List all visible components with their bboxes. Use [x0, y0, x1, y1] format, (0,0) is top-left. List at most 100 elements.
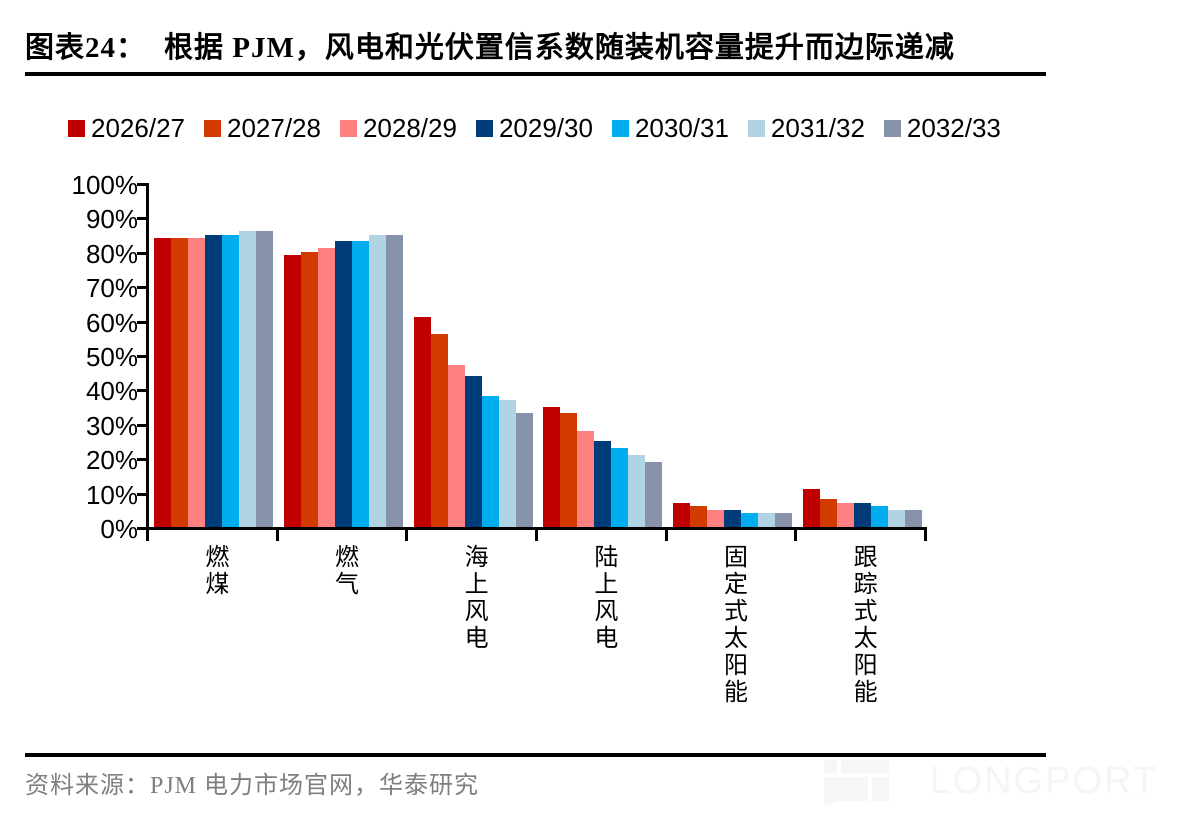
legend-label: 2030/31: [634, 113, 729, 143]
legend-swatch: [611, 119, 629, 137]
legend: 2026/27 2027/28 2028/29 2029/30 2030/31 2031/…: [68, 113, 1001, 143]
bar-燃气-2030-31: [352, 241, 369, 527]
bar-海上风电-2029-30: [464, 375, 482, 527]
legend-swatch: [747, 119, 765, 137]
bar-跟踪式太阳能-2028-29: [836, 502, 854, 527]
legend-item-2032-33: 2032/33: [883, 113, 1001, 143]
footer-divider: [25, 753, 1046, 757]
bar-海上风电-2031-32: [498, 399, 516, 527]
x-tick: [924, 529, 927, 541]
y-tick-label: 100%: [71, 170, 139, 200]
bar-陆上风电-2027-28: [560, 413, 578, 527]
y-tick-label: 60%: [85, 307, 138, 338]
y-tick-label: 20%: [85, 445, 138, 476]
bar-固定式太阳能-2028-29: [707, 509, 724, 527]
bar-陆上风电-2031-32: [628, 454, 646, 527]
x-category-label: 陆上风电: [589, 544, 616, 652]
bar-跟踪式太阳能-2031-32: [887, 509, 905, 527]
bar-陆上风电-2029-30: [594, 441, 612, 527]
bar-海上风电-2026-27: [413, 317, 431, 527]
y-tick-label: 50%: [85, 342, 138, 372]
legend-swatch: [475, 119, 493, 137]
longport-logo-icon: [823, 756, 893, 806]
y-tick: [137, 492, 146, 496]
bar-陆上风电-2030-31: [611, 447, 629, 527]
bar-燃煤-2029-30: [205, 234, 223, 527]
y-tick: [137, 320, 146, 324]
legend-label: 2032/33: [906, 113, 1001, 143]
y-axis: [146, 183, 149, 530]
x-axis: [146, 527, 927, 530]
bar-跟踪式太阳能-2027-28: [819, 499, 837, 527]
x-category-label: 燃气: [330, 544, 357, 598]
bar-燃气-2026-27: [284, 255, 301, 527]
bar-燃气-2029-30: [335, 241, 352, 527]
x-tick: [794, 529, 798, 541]
bar-固定式太阳能-2032-33: [775, 513, 792, 527]
legend-swatch: [203, 119, 221, 137]
legend-item-2031-32: 2031/32: [747, 113, 865, 143]
legend-label: 2028/29: [362, 113, 457, 143]
x-category-label: 固定式太阳能: [719, 544, 746, 706]
legend-swatch: [883, 119, 901, 137]
y-tick: [137, 183, 146, 186]
legend-swatch: [339, 119, 357, 137]
bar-固定式太阳能-2029-30: [724, 509, 741, 527]
bar-陆上风电-2028-29: [577, 430, 595, 527]
bar-燃气-2031-32: [369, 234, 386, 527]
chart-title: 图表24： 根据 PJM，风电和光伏置信系数随装机容量提升而边际递减: [25, 24, 1055, 66]
bar-海上风电-2032-33: [515, 413, 533, 527]
longport-wordmark: LONGPORT: [929, 760, 1158, 802]
bar-燃煤-2026-27: [154, 238, 172, 527]
bar-燃气-2027-28: [301, 251, 318, 527]
bar-燃气-2028-29: [318, 248, 335, 527]
x-tick: [405, 529, 409, 541]
bar-跟踪式太阳能-2032-33: [904, 509, 922, 527]
bar-chart: 0% 10% 20% 30% 40% 50% 60% 70% 80% 90% 100% 燃煤 燃气 海上风…: [71, 170, 927, 706]
legend-label: 2031/32: [770, 113, 865, 143]
legend-item-2030-31: 2030/31: [611, 113, 729, 143]
y-tick-label: 40%: [85, 376, 138, 407]
y-tick: [137, 389, 146, 393]
x-tick: [275, 529, 279, 541]
legend-label: 2026/27: [91, 113, 185, 143]
chart-title-text: 根据 PJM，风电和光伏置信系数随装机容量提升而边际递减: [164, 32, 955, 64]
x-category-label: 燃煤: [200, 544, 227, 598]
bar-跟踪式太阳能-2026-27: [802, 489, 820, 527]
y-tick-label: 80%: [85, 238, 138, 269]
y-tick: [137, 423, 146, 427]
y-tick: [137, 217, 146, 221]
legend-item-2028-29: 2028/29: [339, 113, 457, 143]
legend-item-2026-27: 2026/27: [68, 113, 185, 143]
bar-固定式太阳能-2026-27: [673, 502, 690, 527]
bar-跟踪式太阳能-2030-31: [870, 506, 888, 527]
x-category-label: 跟踪式太阳能: [849, 544, 876, 706]
bar-燃煤-2028-29: [188, 238, 206, 527]
legend-label: 2027/28: [226, 113, 321, 143]
x-tick: [535, 529, 538, 541]
figure-label: 图表24：: [25, 32, 147, 64]
y-tick: [137, 458, 146, 462]
bar-燃煤-2032-33: [256, 231, 274, 527]
x-tick: [664, 529, 668, 541]
bar-燃煤-2027-28: [171, 238, 189, 527]
y-tick-label: 30%: [85, 410, 138, 441]
bar-固定式太阳能-2027-28: [690, 506, 707, 527]
legend-label: 2029/30: [498, 113, 593, 143]
legend-swatch: [68, 119, 85, 137]
legend-item-2029-30: 2029/30: [475, 113, 593, 143]
bar-陆上风电-2026-27: [543, 406, 561, 527]
bar-海上风电-2028-29: [447, 365, 465, 527]
source-note: 资料来源：PJM 电力市场官网，华泰研究: [25, 773, 480, 799]
bar-陆上风电-2032-33: [645, 461, 663, 527]
bar-固定式太阳能-2030-31: [741, 513, 758, 527]
y-tick-label: 90%: [85, 204, 138, 235]
bar-海上风电-2030-31: [481, 396, 499, 527]
y-tick-label: 70%: [85, 273, 138, 304]
bar-海上风电-2027-28: [430, 334, 448, 527]
y-tick: [137, 251, 146, 255]
bar-燃煤-2031-32: [239, 231, 257, 527]
legend-item-2027-28: 2027/28: [203, 113, 321, 143]
x-category-label: 海上风电: [460, 544, 487, 652]
